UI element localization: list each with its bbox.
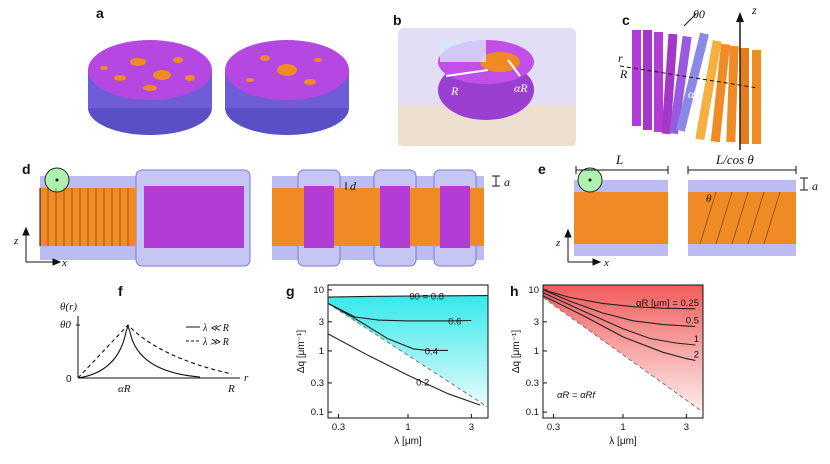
- series-line-0.8: [328, 295, 488, 298]
- panel-c-R: R: [619, 67, 628, 81]
- x-axis-label: λ [μm]: [609, 436, 637, 447]
- series-label-2: 2: [694, 349, 699, 360]
- panel-f-legend-dashed: λ ≫ R: [202, 337, 229, 348]
- series-label-0.4: 0.4: [425, 346, 438, 357]
- series-line-0.5: [543, 289, 696, 328]
- panel-d-left-strip: [39, 167, 251, 267]
- panel-f-xtick-R: R: [227, 383, 235, 395]
- panel-b-alphaR-label: αR: [514, 81, 528, 95]
- series-line-0.25: [543, 289, 696, 310]
- y-tick-label: 3: [319, 317, 324, 328]
- x-tick-label: 3: [684, 422, 689, 433]
- chart-h: 0.1 0.3 1 3 10 0.3 1 3 λ [μm] Δq [μm⁻¹] αR [μm] = …: [511, 284, 704, 447]
- shaded-region: [543, 285, 703, 413]
- panel-label-h: h: [510, 283, 519, 299]
- chart-g: 0.1 0.3 1 3 10 0.3 1 3 λ [μm] Δq [μm⁻¹] θ0 = 0.8 0.…: [296, 284, 489, 447]
- panel-a-disc-right: [225, 40, 349, 135]
- panel-f-zero: 0: [66, 374, 72, 385]
- x-axis-label: λ [μm]: [394, 436, 422, 447]
- asymptote-line: [328, 302, 488, 408]
- panel-b-cylinder-cluster: [398, 28, 576, 146]
- panel-f-curve-small-lambda: [77, 324, 201, 379]
- panel-e-left-strip: [574, 166, 669, 256]
- panel-f-xlabel: r: [244, 372, 249, 384]
- series-label-0.25: αR [μm] = 0.25: [636, 298, 699, 309]
- x-tick-label: 0.3: [547, 422, 560, 433]
- series-line-0.4: [328, 302, 448, 351]
- asymptote-line: [543, 297, 703, 413]
- panel-f-axes: [76, 316, 240, 379]
- series-label-0.5: 0.5: [686, 316, 699, 327]
- panel-f-xtick-alphaR: αR: [118, 383, 131, 395]
- y-tick-label: 1: [534, 346, 539, 357]
- y-tick-label: 1: [319, 346, 324, 357]
- y-tick-label: 0.1: [311, 407, 324, 418]
- panel-b-R-label: R: [450, 84, 459, 98]
- y-tick-label: 10: [528, 285, 539, 296]
- y-tick-label: 0.3: [311, 378, 324, 389]
- panel-d-axes-icon: [22, 226, 62, 266]
- panel-d-z-axis: z: [13, 235, 19, 247]
- chart-annotation: αR = αRf: [557, 390, 596, 401]
- panel-e-right-strip: [687, 166, 797, 256]
- series-line-1: [543, 292, 696, 346]
- panel-e-L-label: L: [615, 152, 623, 167]
- series-line-2: [543, 295, 696, 361]
- y-tick-label: 3: [534, 317, 539, 328]
- panel-c-r-axis: r: [618, 51, 623, 65]
- panel-e-theta: θ: [706, 193, 712, 205]
- panel-e-a-label: a: [812, 179, 818, 193]
- panel-c-theta0: θ0: [693, 7, 705, 21]
- panel-c-rods: [619, 12, 761, 150]
- y-axis-label: Δq [μm⁻¹]: [296, 330, 307, 373]
- panel-e-axes-icon: [564, 228, 602, 266]
- y-tick-label: 10: [313, 285, 324, 296]
- panel-d-a-label: a: [504, 175, 510, 189]
- series-line-0.2: [328, 333, 481, 406]
- y-tick-label: 0.3: [526, 378, 539, 389]
- x-tick-label: 3: [469, 422, 474, 433]
- panel-d-x-axis: x: [61, 257, 67, 269]
- y-tick-label: 0.1: [526, 407, 539, 418]
- series-label-0.6: 0.6: [448, 317, 461, 328]
- series-label-0.8: θ0 = 0.8: [409, 292, 444, 303]
- panel-label-b: b: [393, 12, 402, 28]
- panel-f-ylabel: θ(r): [60, 301, 77, 313]
- panel-a-disc-left: [88, 40, 212, 135]
- panel-label-a: a: [96, 5, 104, 21]
- series-label-0.2: 0.2: [416, 378, 429, 389]
- panel-c-alphaR: αR: [688, 87, 702, 101]
- panel-label-d: d: [22, 161, 31, 177]
- panel-label-c: c: [622, 12, 630, 28]
- x-tick-label: 0.3: [332, 422, 345, 433]
- panel-f-y-tick: θ0: [60, 319, 71, 331]
- series-line-0.6: [328, 302, 472, 322]
- panel-d-d-label: d: [350, 179, 357, 193]
- panel-d-right-strip: [272, 169, 484, 267]
- panel-e-x-axis: x: [603, 257, 609, 269]
- panel-e-z-axis: z: [555, 237, 561, 249]
- x-tick-label: 1: [405, 422, 410, 433]
- series-label-1: 1: [694, 334, 699, 345]
- panel-label-g: g: [286, 283, 295, 299]
- panel-f-legend-solid: λ ≪ R: [202, 323, 229, 334]
- panel-label-e: e: [538, 161, 546, 177]
- panel-d-left-rod-lines: [47, 188, 129, 246]
- panel-label-f: f: [118, 283, 123, 299]
- shaded-region: [328, 295, 488, 408]
- y-axis-label: Δq [μm⁻¹]: [511, 330, 522, 373]
- panel-e-Lcos-label: L/cos θ: [715, 152, 754, 167]
- x-tick-label: 1: [620, 422, 625, 433]
- panel-c-z-axis: z: [751, 3, 757, 17]
